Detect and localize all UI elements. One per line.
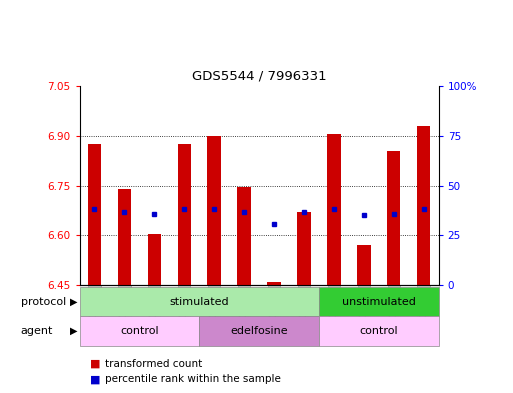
Bar xyxy=(417,126,430,285)
Text: stimulated: stimulated xyxy=(169,297,229,307)
Bar xyxy=(199,316,319,346)
Bar xyxy=(327,134,341,285)
Bar xyxy=(267,282,281,285)
Bar xyxy=(80,287,319,316)
Bar xyxy=(177,144,191,285)
Text: unstimulated: unstimulated xyxy=(342,297,416,307)
Text: ▶: ▶ xyxy=(70,326,78,336)
Text: agent: agent xyxy=(21,326,53,336)
Text: percentile rank within the sample: percentile rank within the sample xyxy=(105,374,281,384)
Bar xyxy=(207,136,221,285)
Text: ▶: ▶ xyxy=(70,297,78,307)
Bar xyxy=(148,234,161,285)
Bar xyxy=(319,316,439,346)
Bar xyxy=(117,189,131,285)
Text: control: control xyxy=(360,326,398,336)
Title: GDS5544 / 7996331: GDS5544 / 7996331 xyxy=(192,70,326,83)
Text: control: control xyxy=(120,326,159,336)
Bar xyxy=(297,212,311,285)
Text: transformed count: transformed count xyxy=(105,358,203,369)
Bar xyxy=(319,287,439,316)
Bar xyxy=(88,144,101,285)
Text: protocol: protocol xyxy=(21,297,66,307)
Text: ■: ■ xyxy=(90,374,100,384)
Bar xyxy=(238,187,251,285)
Text: edelfosine: edelfosine xyxy=(230,326,288,336)
Bar xyxy=(357,245,370,285)
Bar xyxy=(80,316,199,346)
Bar xyxy=(387,151,401,285)
Text: ■: ■ xyxy=(90,358,100,369)
